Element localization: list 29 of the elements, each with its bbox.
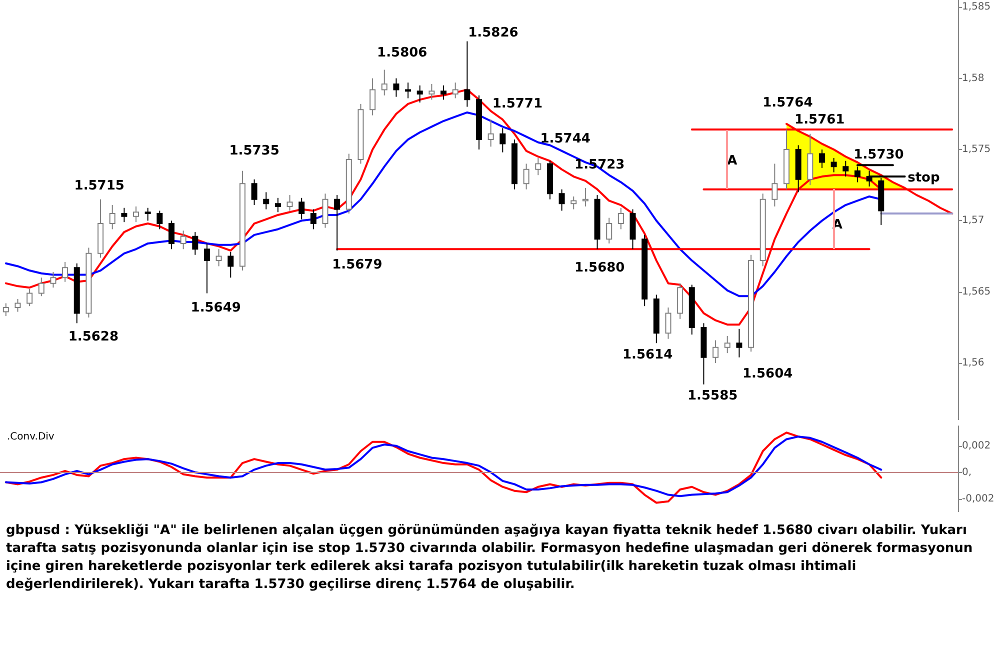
- y-tick-label: -0,002: [962, 493, 994, 504]
- y-tick-label: 1,57: [962, 215, 984, 226]
- annotation: 1.5649: [190, 300, 241, 316]
- annotation: 1.5744: [540, 132, 590, 146]
- annotation: 1.5735: [229, 144, 280, 158]
- annotation: 1.5771: [492, 96, 543, 112]
- y-tick-label: 0,: [962, 466, 972, 478]
- annotation: 1.5614: [622, 348, 673, 362]
- annotation: stop: [908, 170, 940, 186]
- annotation: 1.5715: [74, 178, 124, 194]
- y-tick-label: 1,58: [962, 72, 984, 84]
- annotation: 1.5628: [68, 330, 119, 344]
- annotation: 1.5604: [742, 366, 793, 382]
- y-tick-label: 1,56: [962, 358, 984, 369]
- annotation: 1.5585: [688, 388, 738, 404]
- annotation: 1.5679: [332, 258, 382, 272]
- y-tick-label: 1,565: [962, 286, 991, 298]
- y-tick-label: 1,585: [962, 2, 991, 13]
- annotation: 1.5806: [377, 46, 428, 60]
- text: .Conv.Div: [7, 432, 54, 442]
- annotation: 1.5764: [762, 96, 813, 110]
- y-tick-label: 1,575: [962, 144, 991, 155]
- text: gbpusd : Yüksekliği "A" ile belirlenen alçalan üçgen görünümünden aşağıya kayan fiyatta teknik hedef 1.5680 civarı olabilir. Yukarı tarafta satış pozisyonunda olanlar için ise stop 1.5730 civarında olabilir. Formasyon hedefine ulaşmadan geri dönerek formasyonun içine giren hareketlerde pozisyonlar terk edilerek aksi tarafa pozisyon tutulabilir(ilk hareketin tuzak olması ihtimali değerlendirilerek). Yukarı tarafta 1.5730 geçilirse direnç 1.5764 de oluşabilir.: [6, 522, 974, 594]
- annotation: 1.5730: [854, 148, 904, 162]
- annotation: 1.5680: [574, 260, 625, 276]
- annotation: A: [727, 154, 738, 168]
- y-tick-label: 0,002: [962, 440, 991, 452]
- annotation: 1.5761: [794, 112, 845, 128]
- annotation: 1.5826: [468, 26, 518, 40]
